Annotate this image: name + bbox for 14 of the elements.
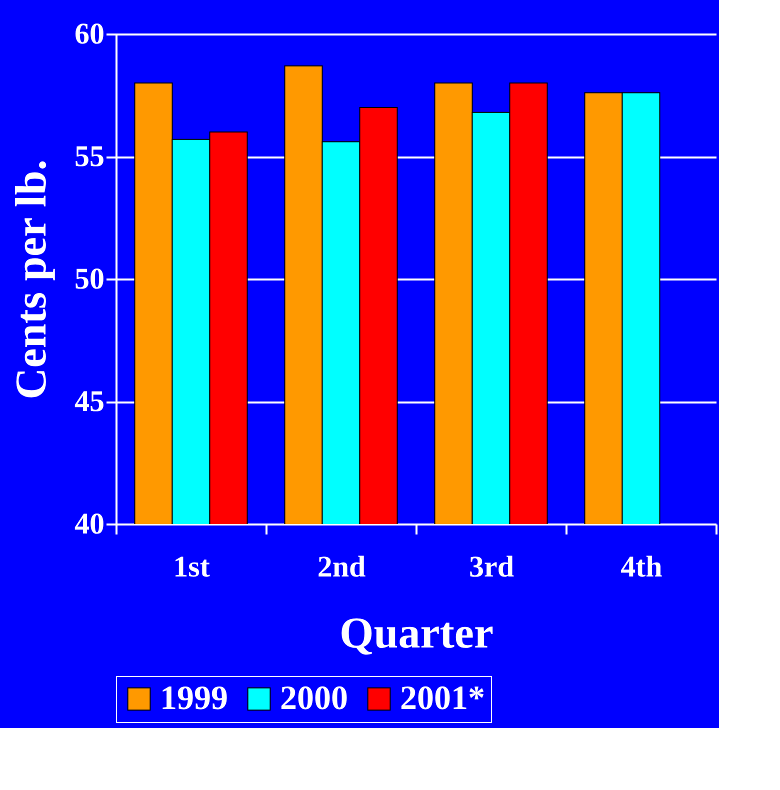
y-tick-label: 55 [74,140,104,173]
x-tick-label: 1st [173,550,210,584]
legend-label: 1999 [160,680,228,717]
y-tick-label: 60 [74,18,104,50]
x-axis-title: Quarter [340,608,494,658]
legend-label: 2001* [400,680,485,717]
x-tick-label: 3rd [469,550,514,584]
x-tick-label: 4th [620,550,663,584]
y-tick-label: 45 [74,385,104,418]
y-axis-title: Cents per lb. [6,160,56,400]
y-tick-label: 50 [74,262,104,296]
legend-label: 2000 [280,680,348,717]
x-tick-label: 2nd [317,550,366,584]
y-tick-label: 40 [74,508,104,540]
